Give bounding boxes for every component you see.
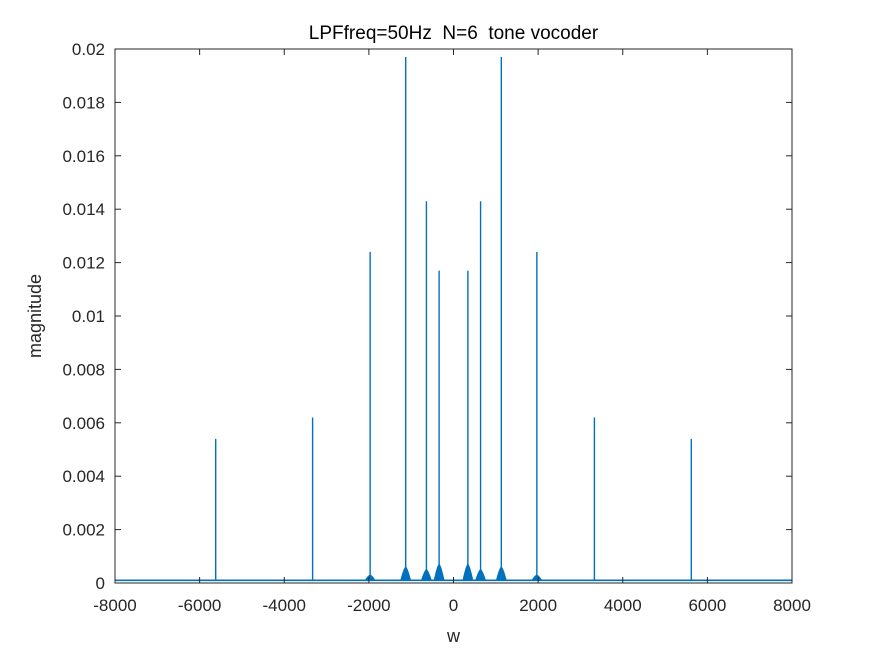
y-tick-label: 0.014: [62, 200, 105, 219]
x-tick-label: -6000: [178, 596, 221, 615]
y-tick-label: 0.01: [72, 307, 105, 326]
y-tick-label: 0.006: [62, 414, 105, 433]
x-tick-label: -4000: [263, 596, 306, 615]
y-tick-label: 0.008: [62, 360, 105, 379]
x-tick-label: -2000: [347, 596, 390, 615]
x-tick-label: 4000: [604, 596, 642, 615]
y-tick-label: 0.002: [62, 521, 105, 540]
chart-title: LPFfreq=50Hz N=6 tone vocoder: [309, 23, 599, 44]
x-axis-label: w: [446, 626, 461, 646]
y-axis-label: magnitude: [25, 274, 45, 358]
x-tick-label: -8000: [93, 596, 136, 615]
y-tick-label: 0.018: [62, 93, 105, 112]
plot-area: [115, 49, 792, 583]
x-axis-ticks: -8000 -6000 -4000 -2000 0 2000 4000 6000 8000: [93, 49, 811, 615]
x-tick-label: 6000: [688, 596, 726, 615]
spectrum-series: [115, 57, 792, 582]
y-tick-label: 0.02: [72, 40, 105, 59]
y-tick-label: 0.012: [62, 254, 105, 273]
y-axis-ticks: 0 0.002 0.004 0.006 0.008 0.01 0.012 0.014 0.016…: [62, 40, 792, 593]
x-tick-label: 0: [449, 596, 458, 615]
y-tick-label: 0: [96, 574, 105, 593]
y-tick-label: 0.016: [62, 147, 105, 166]
x-tick-label: 2000: [519, 596, 557, 615]
y-tick-label: 0.004: [62, 467, 105, 486]
x-tick-label: 8000: [773, 596, 811, 615]
